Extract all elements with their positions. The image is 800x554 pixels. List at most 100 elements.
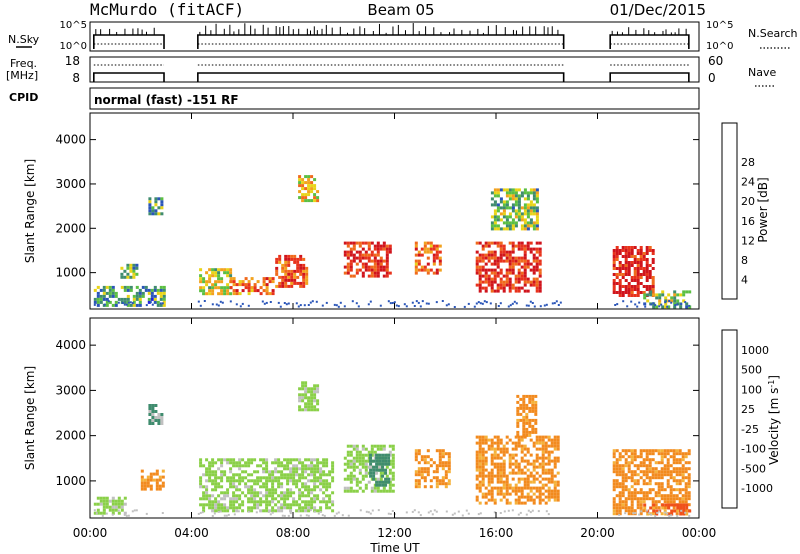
x-tick-label: 20:00 (580, 526, 615, 540)
data-cell (538, 447, 542, 451)
data-cell (633, 294, 637, 297)
data-cell (293, 281, 297, 285)
data-cell (687, 503, 691, 507)
data-cell (105, 499, 109, 503)
data-cell (523, 480, 527, 484)
data-cell (378, 453, 382, 457)
data-cell (447, 461, 451, 465)
data-cell (205, 485, 209, 489)
data-cell (484, 495, 488, 499)
data-cell (284, 281, 288, 285)
data-cell (259, 500, 263, 504)
data-cell (262, 509, 266, 513)
data-cell (214, 461, 218, 465)
data-cell (307, 488, 311, 492)
power-colorbar-label: Power [dB] (756, 177, 770, 242)
data-cell (475, 268, 479, 272)
data-cell (290, 269, 294, 273)
data-cell (642, 491, 646, 495)
data-cell (618, 491, 622, 495)
data-cell (508, 277, 512, 281)
data-cell (508, 492, 512, 496)
data-cell (490, 253, 494, 257)
data-cell (271, 482, 275, 486)
data-cell (301, 506, 305, 510)
data-cell (627, 476, 631, 480)
data-cell (535, 438, 539, 442)
data-cell (217, 292, 221, 296)
data-cell (429, 250, 433, 254)
data-cell (268, 509, 272, 513)
data-cell (286, 482, 290, 486)
data-cell (325, 494, 329, 498)
data-cell (514, 197, 518, 201)
data-cell (123, 300, 127, 304)
data-cell (376, 259, 380, 263)
data-cell (621, 464, 625, 468)
data-cell (447, 452, 451, 456)
data-cell (490, 191, 494, 195)
data-cell (621, 249, 625, 252)
data-cell (310, 390, 314, 394)
data-cell (381, 465, 385, 469)
scatter-cell (485, 301, 488, 304)
data-cell (651, 452, 655, 456)
data-cell (651, 261, 655, 264)
data-cell (633, 276, 637, 279)
data-cell (528, 424, 532, 428)
data-cell (299, 263, 303, 267)
scatter-cell (93, 303, 96, 306)
data-cell (220, 458, 224, 462)
scatter-cell (391, 510, 394, 512)
data-cell (654, 491, 658, 495)
scatter-cell (307, 514, 310, 517)
scatter-cell (365, 510, 368, 513)
data-cell (271, 479, 275, 483)
data-cell (388, 489, 392, 493)
data-cell (612, 449, 616, 453)
data-cell (241, 283, 245, 287)
scatter-cell (656, 511, 659, 514)
data-cell (244, 283, 248, 287)
data-cell (538, 250, 542, 254)
data-cell (478, 286, 482, 290)
scatter-cell (101, 514, 104, 517)
data-cell (654, 449, 658, 453)
data-cell (544, 441, 548, 445)
data-cell (93, 288, 97, 292)
data-cell (496, 203, 500, 207)
data-cell (517, 280, 521, 284)
data-cell (349, 253, 353, 257)
data-cell (382, 268, 386, 272)
data-cell (313, 464, 317, 468)
data-cell (159, 294, 163, 298)
data-cell (648, 458, 652, 462)
data-cell (633, 458, 637, 462)
data-cell (660, 470, 664, 474)
data-cell (544, 450, 548, 454)
data-cell (508, 438, 512, 442)
data-cell (522, 403, 526, 407)
data-cell (648, 461, 652, 465)
data-cell (313, 184, 317, 188)
scatter-cell (527, 509, 530, 512)
data-cell (535, 209, 539, 213)
beam-title: Beam 05 (367, 1, 434, 19)
data-cell (487, 268, 491, 272)
data-cell (481, 468, 485, 472)
data-cell (435, 268, 439, 272)
data-cell (522, 424, 526, 428)
data-cell (487, 277, 491, 281)
data-cell (660, 452, 664, 456)
data-cell (516, 433, 520, 437)
data-cell (646, 512, 650, 516)
data-cell (663, 470, 667, 474)
nave-tick-bottom: 0 (708, 71, 716, 85)
data-cell (505, 480, 509, 484)
data-cell (532, 256, 536, 260)
data-cell (642, 494, 646, 498)
data-cell (313, 476, 317, 480)
data-cell (636, 288, 640, 291)
data-cell (514, 215, 518, 219)
data-cell (280, 482, 284, 486)
